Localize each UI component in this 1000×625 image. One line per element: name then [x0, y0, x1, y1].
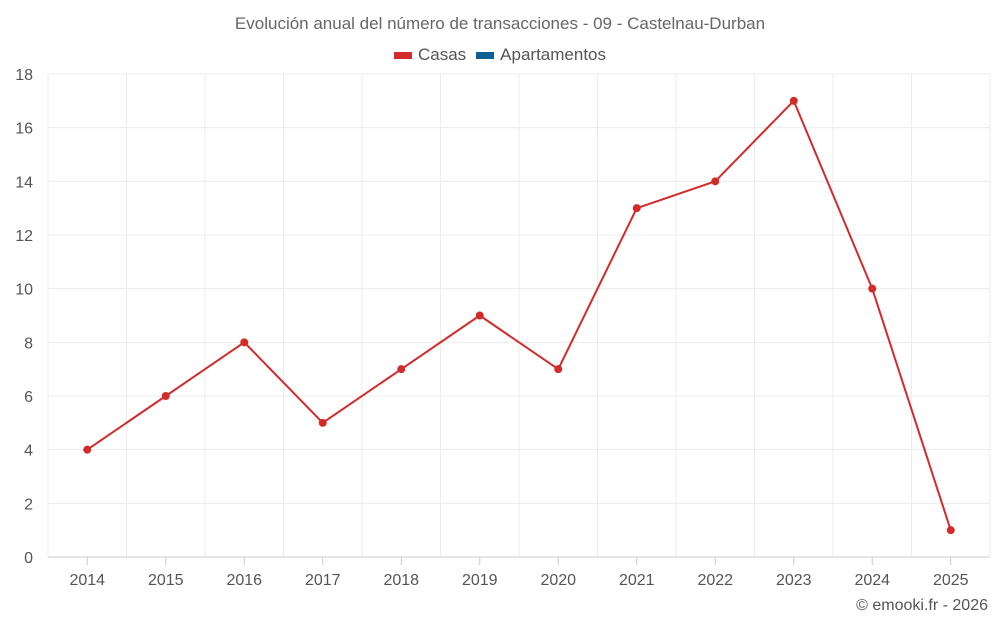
y-tick-label: 10	[15, 282, 33, 299]
legend: Casas Apartamentos	[0, 45, 1000, 65]
y-tick-label: 6	[24, 389, 33, 406]
x-tick-label: 2021	[619, 572, 655, 589]
y-tick-label: 4	[24, 443, 33, 460]
data-point-casas	[946, 526, 955, 535]
footer-credit: © emooki.fr - 2026	[856, 597, 988, 614]
y-tick-label: 0	[24, 550, 33, 567]
data-point-casas	[240, 338, 249, 347]
data-point-casas	[789, 96, 798, 105]
y-tick-label: 2	[24, 496, 33, 513]
data-point-casas	[318, 418, 327, 427]
data-point-casas	[475, 311, 484, 320]
x-tick-label: 2019	[462, 572, 498, 589]
data-point-casas	[554, 365, 563, 374]
x-tick-label: 2020	[540, 572, 576, 589]
x-tick-label: 2015	[148, 572, 184, 589]
y-tick-label: 16	[15, 121, 33, 138]
x-tick-label: 2024	[854, 572, 890, 589]
legend-swatch-apartamentos	[476, 51, 495, 59]
legend-item-casas[interactable]: Casas	[393, 45, 467, 65]
legend-item-apartamentos[interactable]: Apartamentos	[476, 45, 606, 65]
y-tick-label: 12	[15, 228, 33, 245]
x-tick-label: 2023	[776, 572, 812, 589]
chart-title: Evolución anual del número de transaccio…	[234, 14, 766, 33]
y-tick-label: 14	[15, 174, 33, 191]
legend-label-apartamentos: Apartamentos	[500, 45, 607, 64]
data-point-casas	[397, 365, 406, 374]
data-point-casas	[161, 392, 170, 400]
legend-label-casas: Casas	[417, 45, 467, 64]
data-point-casas	[632, 204, 641, 213]
x-tick-label: 2014	[69, 572, 105, 589]
series-line-casas	[86, 99, 952, 531]
x-tick-label: 2016	[226, 572, 262, 589]
legend-swatch-casas	[393, 51, 412, 59]
x-tick-label: 2018	[383, 572, 419, 589]
data-point-casas	[868, 284, 877, 293]
y-tick-label: 8	[24, 335, 33, 352]
data-point-casas	[711, 177, 720, 186]
x-tick-label: 2017	[305, 572, 341, 589]
x-tick-label: 2022	[697, 572, 733, 589]
x-tick-label: 2025	[933, 572, 969, 589]
y-tick-label: 18	[15, 67, 33, 84]
data-point-casas	[83, 445, 92, 454]
